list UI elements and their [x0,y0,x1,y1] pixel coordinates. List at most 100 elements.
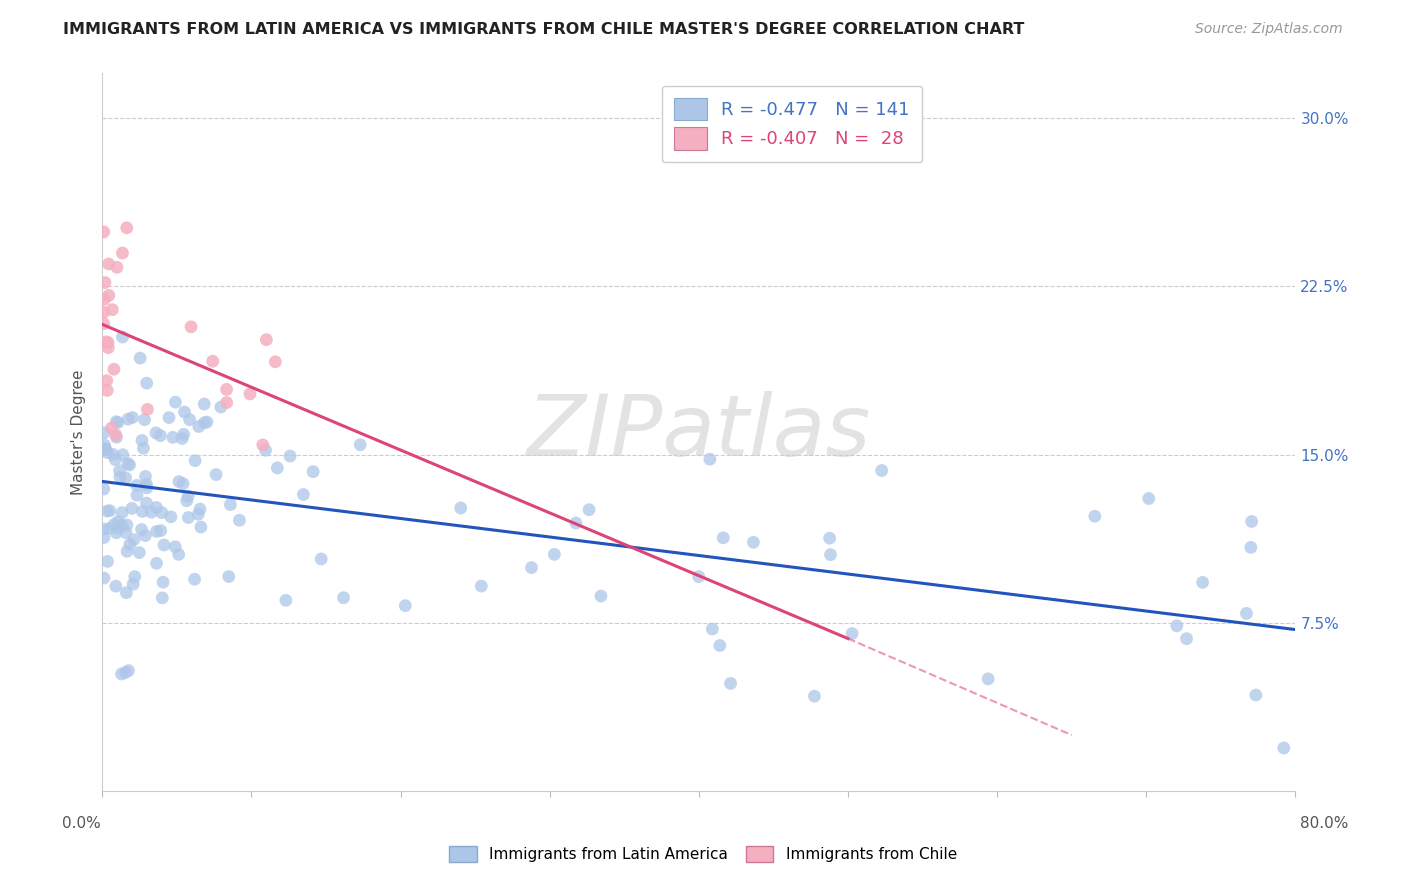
Point [803,689,825,703]
Text: Source: ZipAtlas.com: Source: ZipAtlas.com [1195,22,1343,37]
Point [93,225,115,239]
Point [720,676,742,690]
Point [179,412,201,426]
Point [1236,607,1258,621]
Point [94,334,117,349]
Point [93,317,115,331]
Point [589,589,612,603]
Point [134,469,156,483]
Point [135,496,157,510]
Point [96,374,118,388]
Point [183,572,205,586]
Point [190,520,212,534]
Point [187,508,209,522]
Point [215,395,238,409]
Point [117,664,139,678]
Point [136,402,159,417]
Point [97,257,120,271]
Point [709,639,731,653]
Point [218,569,240,583]
Point [1137,491,1160,506]
Point [742,535,765,549]
Point [118,458,141,472]
Point [97,288,120,302]
Legend: Immigrants from Latin America, Immigrants from Chile: Immigrants from Latin America, Immigrant… [443,840,963,868]
Point [101,302,124,317]
Point [110,667,132,681]
Point [108,464,131,478]
Point [94,442,117,456]
Point [264,355,287,369]
Point [104,452,127,467]
Point [302,465,325,479]
Point [470,579,492,593]
Point [93,305,115,319]
Point [129,351,152,365]
Point [93,425,115,440]
Point [132,441,155,455]
Point [93,292,115,306]
Point [93,522,115,536]
Point [870,463,893,477]
Point [122,577,145,591]
Point [121,501,143,516]
Text: ZIPatlas: ZIPatlas [527,391,870,474]
Point [93,482,115,496]
Point [108,470,131,484]
Point [117,457,139,471]
Point [165,540,187,554]
Point [103,517,125,532]
Point [219,498,242,512]
Point [266,461,288,475]
Point [104,428,127,442]
Point [145,556,167,570]
Point [160,509,183,524]
Point [711,531,734,545]
Point [578,502,600,516]
Point [1191,575,1213,590]
Point [131,434,153,448]
Point [184,453,207,467]
Point [1272,740,1295,755]
Point [193,397,215,411]
Point [820,548,842,562]
Point [543,547,565,561]
Point [228,513,250,527]
Legend: R = -0.477   N = 141, R = -0.407   N =  28: R = -0.477 N = 141, R = -0.407 N = 28 [662,86,922,162]
Point [135,376,157,390]
Point [94,276,117,290]
Point [114,471,136,485]
Point [96,445,118,459]
Point [239,387,262,401]
Point [97,335,120,350]
Point [977,672,1000,686]
Point [101,447,124,461]
Point [167,475,190,489]
Point [172,432,194,446]
Point [292,487,315,501]
Text: IMMIGRANTS FROM LATIN AMERICA VS IMMIGRANTS FROM CHILE MASTER'S DEGREE CORRELATI: IMMIGRANTS FROM LATIN AMERICA VS IMMIGRA… [63,22,1025,37]
Point [114,665,136,680]
Point [176,493,198,508]
Point [145,425,167,440]
Point [254,443,277,458]
Point [128,545,150,559]
Point [162,430,184,444]
Point [105,260,128,275]
Point [193,416,215,430]
Point [96,504,118,518]
Point [165,395,187,409]
Point [96,384,118,398]
Point [145,524,167,539]
Point [201,354,224,368]
Point [188,502,211,516]
Point [150,506,173,520]
Point [105,525,128,540]
Point [131,504,153,518]
Point [152,575,174,590]
Y-axis label: Master's Degree: Master's Degree [72,369,86,495]
Point [93,531,115,545]
Point [115,525,138,540]
Point [215,383,238,397]
Point [1084,509,1107,524]
